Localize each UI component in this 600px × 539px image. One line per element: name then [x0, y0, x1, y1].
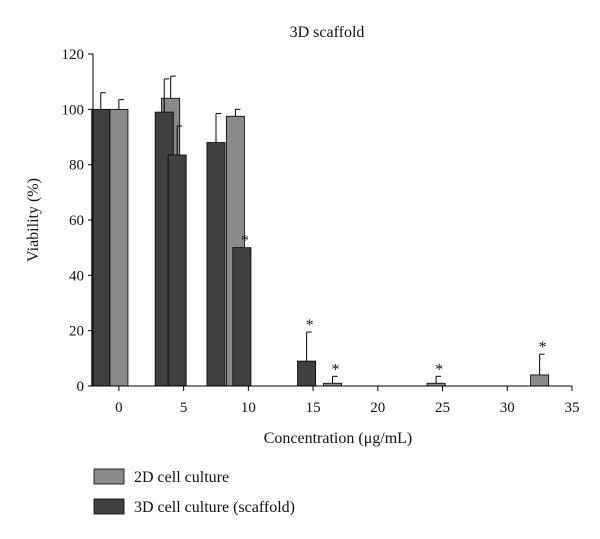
y-tick-label: 100: [62, 102, 85, 118]
bar: [530, 374, 550, 387]
x-tick-label: 15: [306, 400, 321, 416]
x-tick-label: 30: [500, 400, 515, 416]
x-tick-label: 35: [565, 400, 580, 416]
legend-swatch-3d: [93, 498, 125, 515]
bar: [91, 108, 111, 387]
legend-swatch-2d: [93, 468, 125, 485]
x-tick-label: 5: [180, 400, 188, 416]
x-ticks: 0 5 10 15 20 25 30 35: [115, 386, 580, 416]
bar: [167, 154, 187, 387]
legend-label-3d: 3D cell culture (scaffold): [134, 499, 295, 516]
y-tick-label: 40: [69, 268, 84, 284]
legend: 2D cell culture 3D cell culture (scaffol…: [93, 468, 295, 516]
y-tick-label: 0: [77, 379, 85, 395]
significance-marker: *: [539, 339, 547, 356]
y-tick-label: 20: [69, 324, 84, 340]
chart-title: 3D scaffold: [290, 24, 365, 41]
x-tick-label: 10: [241, 400, 256, 416]
y-tick-label: 120: [62, 47, 85, 63]
series-3d: **: [91, 78, 317, 387]
x-tick-label: 20: [370, 400, 385, 416]
bar: [206, 142, 226, 387]
bar: [232, 247, 252, 387]
significance-marker: *: [332, 361, 340, 378]
x-axis-title: Concentration (μg/mL): [264, 430, 413, 447]
plot-area: * ****: [91, 75, 550, 387]
bar: [297, 360, 317, 387]
x-tick-label: 0: [115, 400, 123, 416]
y-ticks: 0 20 40 60 80 100 120: [62, 47, 93, 395]
significance-marker: *: [306, 317, 314, 334]
y-tick-label: 60: [69, 213, 84, 229]
legend-label-2d: 2D cell culture: [134, 469, 229, 486]
x-tick-label: 25: [435, 400, 450, 416]
significance-marker: *: [241, 233, 249, 250]
significance-marker: *: [435, 361, 443, 378]
bar: [109, 108, 129, 387]
y-axis-title: Viability (%): [25, 178, 42, 262]
y-tick-label: 80: [69, 158, 84, 174]
